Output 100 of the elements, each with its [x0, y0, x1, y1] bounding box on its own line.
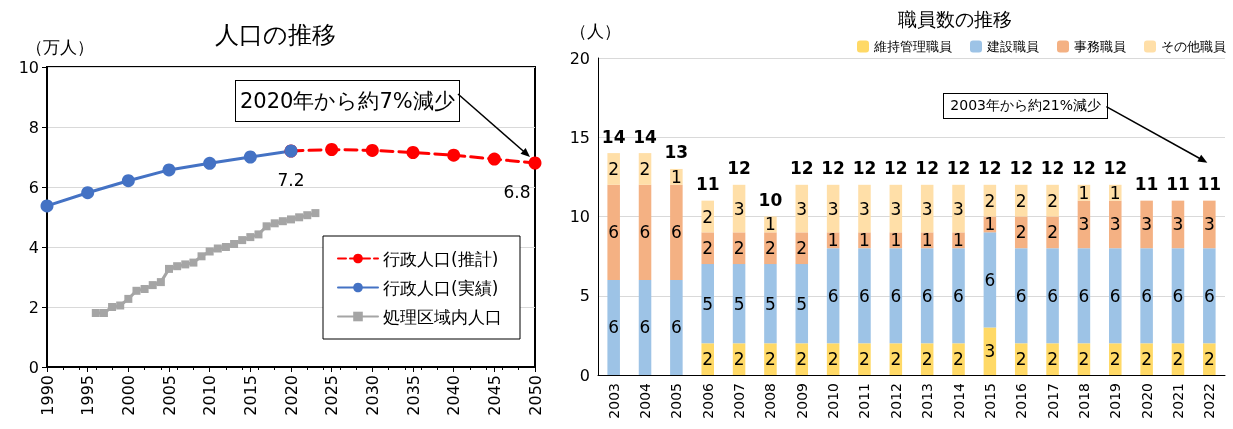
total-label: 12	[821, 158, 845, 179]
data-label: 2	[1047, 222, 1058, 243]
total-label: 12	[789, 158, 814, 179]
chart-title: 人口の推移	[214, 21, 336, 49]
data-label: 6	[953, 285, 964, 306]
data-label: 1	[765, 214, 776, 235]
data-label: 3	[1109, 214, 1121, 235]
y-tick-label: 10	[569, 207, 590, 226]
total-label: 12	[727, 158, 751, 179]
y-axis-title: （人）	[570, 20, 621, 41]
x-tick-label: 2013	[919, 383, 936, 419]
x-tick-label: 2025	[322, 375, 342, 416]
total-label: 11	[1134, 174, 1159, 195]
total-label: 10	[758, 190, 783, 210]
y-tick-label: 20	[569, 48, 590, 68]
data-label: 2	[984, 190, 996, 211]
legend-label: 事務職員	[1074, 39, 1126, 54]
data-label: 2	[859, 349, 870, 370]
data-label: 2	[1078, 349, 1090, 370]
data-label: 3	[1203, 214, 1215, 235]
x-tick-label: 2015	[240, 375, 260, 416]
x-tick-label: 2014	[950, 382, 967, 419]
data-label: 6	[608, 222, 620, 243]
x-tick-label: 2004	[637, 382, 654, 419]
annotation: 2003年から約21%減少	[943, 92, 1109, 119]
legend-label: 行政人口(実績)	[383, 277, 499, 298]
data-label: 3	[733, 198, 745, 219]
x-tick-label: 2006	[699, 382, 716, 419]
x-tick-label: 2012	[887, 383, 904, 419]
x-tick-label: 2050	[525, 375, 545, 416]
data-label: 2	[890, 349, 902, 370]
total-label: 11	[1197, 174, 1222, 195]
data-label: 2	[1203, 349, 1215, 370]
chart-title: 職員数の推移	[898, 7, 1012, 30]
data-label: 3	[890, 198, 902, 219]
x-tick-label: 2040	[444, 375, 464, 416]
x-tick-label: 2020	[1138, 383, 1155, 419]
data-label: 6	[608, 317, 620, 338]
data-label: 2	[921, 349, 933, 370]
legend-label: 維持管理職員	[873, 39, 952, 54]
total-label: 11	[1166, 174, 1190, 195]
x-tick-label: 2045	[484, 375, 504, 416]
data-label: 2	[702, 349, 714, 370]
data-label: 1	[670, 166, 682, 187]
y-axis-title: （万人）	[26, 36, 94, 57]
total-label: 12	[946, 158, 971, 179]
x-tick-label: 2018	[1075, 383, 1092, 419]
data-label: 2	[1015, 222, 1027, 243]
y-tick-label: 10	[18, 57, 39, 77]
total-label: 13	[664, 142, 689, 163]
x-tick-label: 1990	[37, 375, 57, 416]
x-tick-label: 2005	[159, 375, 179, 416]
data-label: 2	[1109, 349, 1121, 370]
total-label: 12	[883, 158, 908, 179]
x-tick-label: 2003	[605, 383, 622, 419]
data-label: 7.2	[277, 170, 305, 190]
data-label: 2	[796, 238, 808, 259]
data-label: 6	[1141, 285, 1153, 306]
y-tick-label: 4	[28, 237, 39, 257]
data-label: 5	[765, 293, 776, 314]
data-label: 6	[921, 285, 933, 306]
y-tick-label: 2	[28, 297, 39, 317]
total-label: 12	[915, 158, 940, 179]
legend-label: 行政人口(推計)	[383, 248, 499, 269]
data-label: 2	[1141, 349, 1153, 370]
y-tick-label: 0	[28, 357, 39, 377]
x-tick-label: 2011	[856, 383, 873, 419]
data-label: 3	[984, 341, 996, 362]
data-label: 6.8	[503, 182, 531, 202]
y-tick-label: 8	[28, 117, 39, 137]
data-label: 3	[827, 198, 839, 219]
data-label: 6	[1172, 285, 1184, 306]
x-tick-label: 2005	[668, 383, 685, 419]
x-tick-label: 2016	[1013, 382, 1030, 419]
data-label: 5	[702, 293, 714, 314]
legend-label: 建設職員	[986, 39, 1039, 54]
data-label: 2	[796, 349, 808, 370]
data-label: 2	[733, 238, 745, 259]
data-label: 2	[1047, 349, 1058, 370]
data-label: 6	[1203, 285, 1215, 306]
data-label: 5	[796, 293, 808, 314]
annotation: 2020年から約7%減少	[235, 80, 460, 122]
x-tick-label: 2009	[793, 383, 810, 419]
data-label: 6	[1015, 285, 1027, 306]
data-label: 3	[1141, 214, 1153, 235]
data-label: 3	[796, 198, 808, 219]
total-label: 11	[695, 174, 720, 195]
data-label: 2	[702, 238, 714, 259]
data-label: 6	[890, 285, 902, 306]
data-label: 5	[733, 293, 745, 314]
data-label: 3	[1078, 214, 1090, 235]
y-tick-label: 0	[579, 365, 590, 385]
data-label: 1	[1078, 182, 1090, 203]
data-label: 6	[1109, 285, 1121, 306]
data-label: 6	[1078, 285, 1090, 306]
x-tick-label: 2015	[981, 383, 998, 419]
data-label: 6	[639, 222, 651, 243]
total-label: 12	[852, 158, 877, 179]
data-label: 1	[1109, 182, 1121, 203]
data-label: 1	[953, 230, 964, 251]
